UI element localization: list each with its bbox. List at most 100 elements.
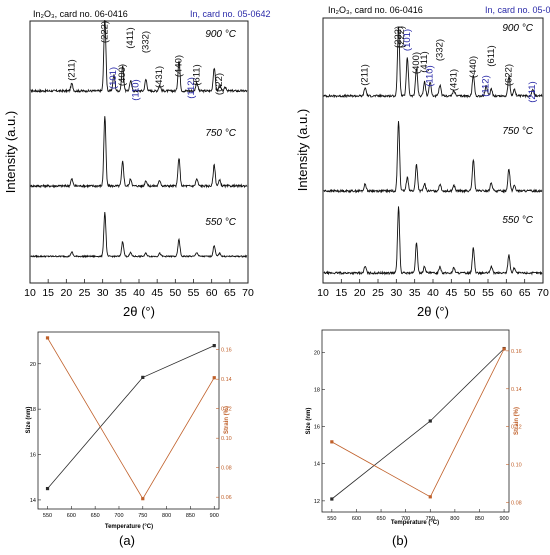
x-tick-label: 15 xyxy=(335,287,347,299)
y-tick-label: 12 xyxy=(314,499,320,505)
peak-label: (411) xyxy=(125,27,136,48)
peak-label: (211) xyxy=(360,64,371,85)
y-tick-label: 14 xyxy=(30,498,36,504)
x-tick-label: 55 xyxy=(482,287,494,299)
peak-label: (332) xyxy=(140,31,151,53)
x-tick-label: 850 xyxy=(186,513,195,519)
x-tick-label: 50 xyxy=(464,287,476,299)
peak-label: (431) xyxy=(154,66,165,88)
x-tick-label: 50 xyxy=(169,287,181,299)
peak-label: (611) xyxy=(191,64,202,85)
series-line-strain xyxy=(48,338,215,499)
peak-label: (400) xyxy=(117,64,128,86)
panel-b-size-label: Size (nm) xyxy=(306,408,312,435)
x-tick-label: 550 xyxy=(43,513,52,519)
x-tick-label: 45 xyxy=(445,287,457,299)
x-tick-label: 10 xyxy=(24,287,36,299)
caption-a: (a) xyxy=(119,533,135,548)
y2-tick-label: 0.08 xyxy=(221,466,232,472)
panel-a-xrd-frame xyxy=(30,21,248,283)
y2-tick-label: 0.14 xyxy=(511,387,522,393)
point-strain xyxy=(46,336,49,339)
x-tick-label: 60 xyxy=(206,287,218,299)
panel-a-size-strain: 550 600 650 700 750 800 850 900 14 16 18 20 0.06 0.08… xyxy=(26,332,232,530)
point-size xyxy=(429,419,432,422)
peak-label: (211) xyxy=(527,81,538,102)
x-tick-label: 40 xyxy=(133,287,145,299)
temperature-label: 550 °C xyxy=(502,215,533,226)
x-tick-label: 900 xyxy=(499,516,508,522)
point-size xyxy=(330,497,333,500)
point-size xyxy=(141,376,144,379)
panel-a-header-in: In, card no. 05-0642 xyxy=(190,9,271,19)
x-tick-label: 25 xyxy=(372,287,384,299)
peak-label: (611) xyxy=(486,45,497,66)
x-tick-label: 60 xyxy=(500,287,512,299)
panel-b-xrd-frame xyxy=(323,18,543,283)
x-tick-label: 30 xyxy=(97,287,109,299)
panel-b-header-in: In, card no. 05-0642 xyxy=(485,5,550,15)
x-tick-label: 55 xyxy=(188,287,200,299)
x-tick-label: 20 xyxy=(60,287,72,299)
panel-a-strain-label: Strain (%) xyxy=(224,406,230,434)
x-tick-label: 15 xyxy=(42,287,54,299)
x-tick-label: 25 xyxy=(79,287,91,299)
x-tick-label: 65 xyxy=(519,287,531,299)
x-tick-label: 750 xyxy=(138,513,147,519)
temperature-label: 550 °C xyxy=(205,217,236,228)
xrd-trace-750 xyxy=(31,116,247,187)
y-tick-label: 20 xyxy=(30,362,36,368)
caption-b: (b) xyxy=(392,533,408,548)
x-tick-label: 600 xyxy=(352,516,361,522)
x-tick-label: 800 xyxy=(450,516,459,522)
series-line-strain xyxy=(332,349,504,497)
y2-tick-label: 0.08 xyxy=(511,501,522,507)
panel-a-temp-label: Temperature (°C) xyxy=(105,524,153,530)
panel-a-ss-frame xyxy=(38,332,219,509)
peak-label: (222) xyxy=(99,21,110,43)
panel-a-ylabel: Intensity (a.u.) xyxy=(3,111,18,193)
panel-b-ylabel: Intensity (a.u.) xyxy=(295,109,310,191)
point-strain xyxy=(429,495,432,498)
x-tick-label: 850 xyxy=(475,516,484,522)
y2-tick-label: 0.14 xyxy=(221,377,232,383)
y2-tick-label: 0.10 xyxy=(511,463,522,469)
temperature-label: 750 °C xyxy=(205,128,236,139)
panel-b-temp-label: Temperature (°C) xyxy=(391,520,439,526)
point-size xyxy=(46,487,49,490)
panel-b-size-strain: 550 600 650 700 750 800 850 900 12 14 16 18 20 0.08 0.… xyxy=(306,330,522,526)
point-strain xyxy=(330,440,333,443)
y-tick-label: 16 xyxy=(30,453,36,459)
point-strain xyxy=(213,376,216,379)
peak-label: (112) xyxy=(481,75,492,96)
panel-b-strain-label: Strain (%) xyxy=(514,407,520,435)
x-tick-label: 900 xyxy=(210,513,219,519)
peak-label: (622) xyxy=(214,73,225,95)
x-tick-label: 35 xyxy=(115,287,127,299)
y2-tick-label: 0.10 xyxy=(221,436,232,442)
x-tick-label: 650 xyxy=(376,516,385,522)
peak-label: (440) xyxy=(173,55,184,77)
peak-label: (332) xyxy=(434,39,445,61)
peak-label: (622) xyxy=(503,64,514,86)
peak-label: (110) xyxy=(425,65,436,86)
x-tick-label: 700 xyxy=(114,513,123,519)
x-tick-label: 70 xyxy=(242,287,254,299)
point-size xyxy=(213,344,216,347)
point-strain xyxy=(141,497,144,500)
y-tick-label: 20 xyxy=(314,350,320,356)
temperature-label: 900 °C xyxy=(205,29,236,40)
x-tick-label: 600 xyxy=(67,513,76,519)
peak-label: (222) xyxy=(396,26,407,48)
x-tick-label: 70 xyxy=(537,287,549,299)
x-tick-label: 65 xyxy=(224,287,236,299)
panel-a-header-in2o3: In₂O₃, card no. 06-0416 xyxy=(33,9,128,19)
y2-tick-label: 0.06 xyxy=(221,495,232,501)
panel-b-header-in2o3: In₂O₃, card no. 06-0416 xyxy=(328,5,423,15)
panel-b-xlabel: 2θ (°) xyxy=(417,304,449,319)
x-tick-label: 650 xyxy=(91,513,100,519)
x-tick-label: 35 xyxy=(409,287,421,299)
x-tick-label: 30 xyxy=(390,287,402,299)
temperature-label: 750 °C xyxy=(502,126,533,137)
